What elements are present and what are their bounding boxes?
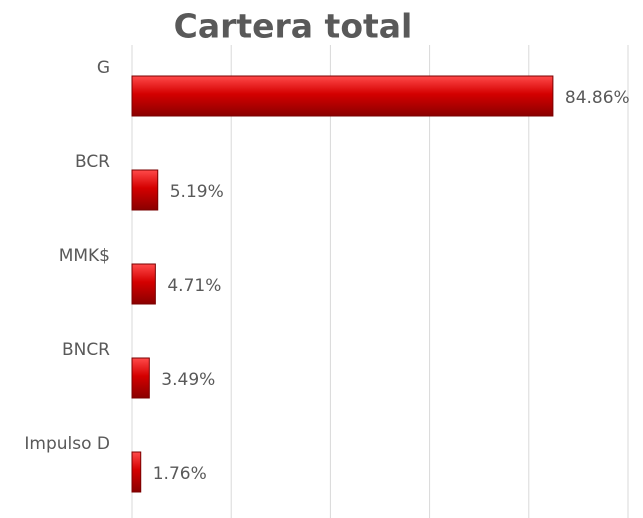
bar [131, 169, 159, 211]
bar [131, 357, 150, 399]
value-label: 3.49% [161, 370, 215, 390]
bar [131, 451, 142, 493]
bar [131, 75, 554, 117]
value-label: 5.19% [170, 182, 224, 202]
category-label: BCR [75, 152, 110, 172]
category-label: BNCR [62, 340, 110, 360]
chart-title: Cartera total [174, 7, 413, 46]
value-label: 84.86% [565, 88, 630, 108]
category-label: Impulso D [24, 434, 110, 454]
bar [131, 263, 156, 305]
category-label: MMK$ [59, 246, 110, 266]
category-label: G [97, 58, 110, 78]
value-label: 1.76% [153, 464, 207, 484]
value-label: 4.71% [167, 276, 221, 296]
